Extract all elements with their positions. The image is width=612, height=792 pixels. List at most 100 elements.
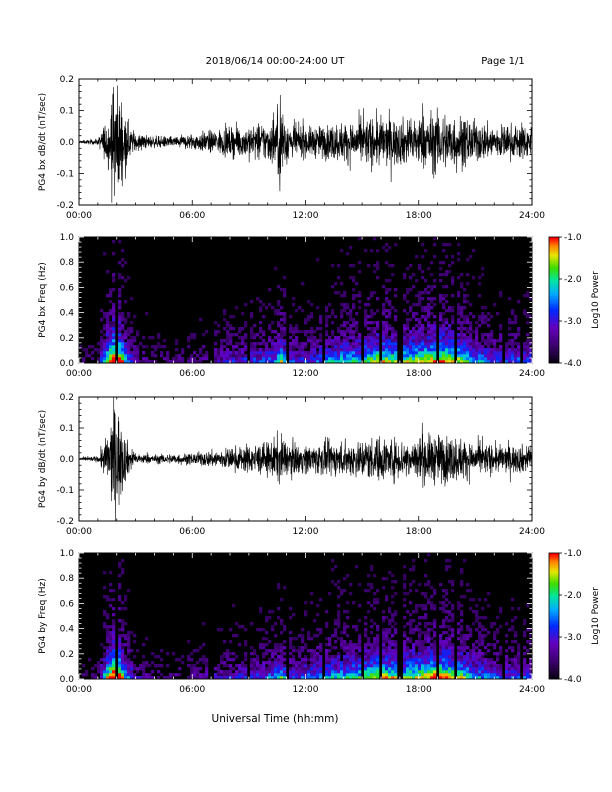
spectrogram-cell [466,652,470,656]
spectrogram-cell [370,351,374,355]
spectrogram-cell [445,333,449,337]
spectrogram-cell [319,643,323,647]
spectrogram-cell [331,673,335,677]
spectrogram-cell [415,607,419,611]
colorbar-swatch [549,655,559,659]
colorbar-swatch [549,672,559,676]
spectrogram-cell [526,321,530,325]
spectrogram-cell [274,345,278,349]
spectrogram-cell [214,667,218,671]
spectrogram-cell [280,339,284,343]
spectrogram-cell [166,360,170,364]
spectrogram-cell [442,595,446,599]
spectrogram-cell [244,628,248,632]
spectrogram-cell [121,664,125,668]
page-title: 2018/06/14 00:00-24:00 UT [206,56,346,67]
spectrogram-cell [355,348,359,352]
spectrogram-cell [325,667,329,671]
spectrogram-cell [367,315,371,319]
colorbar-swatch [549,613,559,617]
spectrogram-cell [451,333,455,337]
spectrogram-cell [121,324,125,328]
spectrogram-cell [328,336,332,340]
spectrogram-cell [430,673,434,677]
spectrogram-cell [499,291,503,295]
spectrogram-cell [394,339,398,343]
spectrogram-cell [160,673,164,677]
spectrogram-cell [118,303,122,307]
colorbar: -1.0-2.0-3.0-4.0 [548,549,582,685]
spectrogram-cell [238,643,242,647]
spectrogram-cell [274,360,278,364]
spectrogram-cell [430,661,434,665]
spectrogram-cell [109,649,113,653]
spectrogram-cell [316,655,320,659]
colorbar-swatch [549,350,559,353]
spectrogram-cell [445,670,449,674]
spectrogram-cell [370,294,374,298]
spectrogram-cell [259,628,263,632]
spectrogram-cell [385,360,389,364]
spectrogram-cell [385,291,389,295]
spectrogram-cell [232,357,236,361]
spectrogram-cell [451,616,455,620]
spectrogram-cell [304,351,308,355]
spectrogram-cell [406,333,410,337]
spectrogram-cell [526,351,530,355]
spectrogram-cell [403,643,407,647]
spectrogram-cell [418,294,422,298]
spectrogram-cell [310,315,314,319]
spectrogram-cell [382,643,386,647]
spectrogram-cell [388,360,392,364]
spectrogram-cell [313,658,317,662]
spectrogram-cell [418,649,422,653]
spectrogram-cell [97,342,101,346]
spectrogram-cell [484,646,488,650]
spectrogram-cell [97,357,101,361]
spectrogram-cell [226,321,230,325]
spectrogram-cell [250,658,254,662]
spectrogram-cell [121,646,125,650]
spectrogram-cell [133,664,137,668]
spectrogram-cell [220,673,224,677]
spectrogram-cell [337,330,341,334]
spectrogram-cell [280,622,284,626]
spectrogram-cell [130,360,134,364]
spectrogram-cell [469,303,473,307]
spectrogram-cell [187,336,191,340]
spectrogram-cell [334,357,338,361]
spectrogram-cell [325,324,329,328]
spectrogram-cell [124,673,128,677]
spectrogram-cell [376,643,380,647]
spectrogram-cell [388,610,392,614]
spectrogram-cell [466,628,470,632]
spectrogram-cell [478,664,482,668]
spectrogram-cell [142,345,146,349]
spectrogram-cell [409,655,413,659]
spectrogram-cell [415,330,419,334]
spectrogram-cell [268,327,272,331]
spectrogram-cell [403,649,407,653]
spectrogram-cell [403,577,407,581]
spectrogram-cell [100,345,104,349]
spectrogram-cell [109,589,113,593]
spectrogram-cell [412,273,416,277]
spectrogram-cell [289,661,293,665]
spectrogram-cell [460,613,464,617]
spectrogram-cell [394,631,398,635]
spectrogram-cell [274,658,278,662]
spectrogram-cell [307,631,311,635]
spectrogram-cell [460,610,464,614]
spectrogram-cell [325,345,329,349]
spectrogram-cell [301,342,305,346]
spectrogram-cell [280,357,284,361]
spectrogram-cell [478,661,482,665]
spectrogram-cell [289,643,293,647]
spectrogram-cell [487,351,491,355]
spectrogram-cell [352,333,356,337]
spectrogram-cell [202,333,206,337]
spectrogram-cell [268,658,272,662]
spectrogram-cell [496,631,500,635]
spectrogram-cell [343,667,347,671]
spectrogram-cell [370,649,374,653]
